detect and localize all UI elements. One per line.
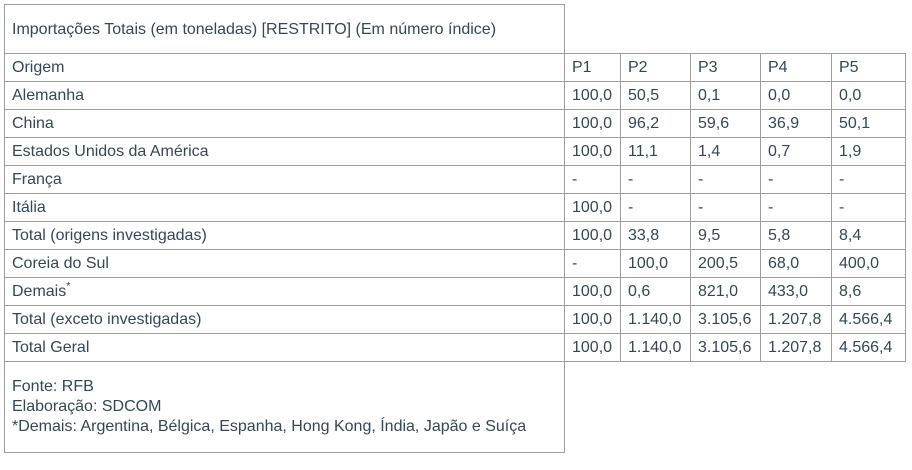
value-cell: - xyxy=(690,193,761,222)
value-cell: - xyxy=(620,193,691,222)
value-cell: 0,1 xyxy=(690,81,761,110)
footnote-asterisk: * xyxy=(66,280,71,293)
header-row: Origem P1 P2 P3 P4 P5 xyxy=(4,53,906,82)
table-row-coreia: Coreia do Sul - 100,0 200,5 68,0 400,0 xyxy=(4,249,906,278)
value-cell: 9,5 xyxy=(690,221,761,250)
value-cell: 100,0 xyxy=(564,305,621,334)
value-cell: 0,0 xyxy=(760,81,832,110)
value-cell: 0,7 xyxy=(760,137,832,166)
value-cell: - xyxy=(564,165,621,194)
table-row-total-exceto: Total (exceto investigadas) 100,0 1.140,… xyxy=(4,305,906,334)
value-cell: - xyxy=(760,193,832,222)
table-row-total-investigadas: Total (origens investigadas) 100,0 33,8 … xyxy=(4,221,906,250)
row-label-cell: Alemanha xyxy=(4,81,565,110)
value-cell: 4.566,4 xyxy=(831,333,906,362)
column-header-p5: P5 xyxy=(831,53,906,82)
value-cell: 100,0 xyxy=(564,333,621,362)
row-label-cell: Itália xyxy=(4,193,565,222)
value-cell: 100,0 xyxy=(564,277,621,306)
value-cell: 100,0 xyxy=(564,193,621,222)
value-cell: 50,1 xyxy=(831,109,906,138)
value-cell: 1.207,8 xyxy=(760,305,832,334)
column-header-p2: P2 xyxy=(620,53,691,82)
row-label-text: Demais xyxy=(12,283,67,300)
table-footer: Fonte: RFB Elaboração: SDCOM *Demais: Ar… xyxy=(4,361,565,453)
table-title: Importações Totais (em toneladas) [RESTR… xyxy=(4,4,565,54)
value-cell: 4.566,4 xyxy=(831,305,906,334)
table-row-total-geral: Total Geral 100,0 1.140,0 3.105,6 1.207,… xyxy=(4,333,906,362)
row-label-cell: Demais* xyxy=(4,277,565,306)
row-label-cell: Coreia do Sul xyxy=(4,249,565,278)
value-cell: 11,1 xyxy=(620,137,691,166)
value-cell: 50,5 xyxy=(620,81,691,110)
value-cell: 96,2 xyxy=(620,109,691,138)
value-cell: 433,0 xyxy=(760,277,832,306)
value-cell: 1,9 xyxy=(831,137,906,166)
value-cell: 68,0 xyxy=(760,249,832,278)
value-cell: 8,6 xyxy=(831,277,906,306)
value-cell: 200,5 xyxy=(690,249,761,278)
value-cell: 0,0 xyxy=(831,81,906,110)
value-cell: 100,0 xyxy=(564,81,621,110)
value-cell: 36,9 xyxy=(760,109,832,138)
table-row-italia: Itália 100,0 - - - - xyxy=(4,193,906,222)
footer-row: Fonte: RFB Elaboração: SDCOM *Demais: Ar… xyxy=(4,361,906,453)
row-label-cell: Total (origens investigadas) xyxy=(4,221,565,250)
column-header-p1: P1 xyxy=(564,53,621,82)
column-header-p3: P3 xyxy=(690,53,761,82)
column-header-p4: P4 xyxy=(760,53,832,82)
source-note: Fonte: RFB xyxy=(12,378,94,395)
value-cell: 100,0 xyxy=(620,249,691,278)
value-cell: 33,8 xyxy=(620,221,691,250)
table-row-alemanha: Alemanha 100,0 50,5 0,1 0,0 0,0 xyxy=(4,81,906,110)
table-row-franca: França - - - - - xyxy=(4,165,906,194)
value-cell: - xyxy=(760,165,832,194)
elaboration-note: Elaboração: SDCOM xyxy=(12,398,162,415)
value-cell: - xyxy=(831,193,906,222)
row-label-cell: França xyxy=(4,165,565,194)
row-label-cell: Total Geral xyxy=(4,333,565,362)
value-cell: - xyxy=(564,249,621,278)
table-row-demais: Demais* 100,0 0,6 821,0 433,0 8,6 xyxy=(4,277,906,306)
row-label-cell: Estados Unidos da América xyxy=(4,137,565,166)
value-cell: 100,0 xyxy=(564,221,621,250)
column-header-origem: Origem xyxy=(4,53,565,82)
value-cell: 59,6 xyxy=(690,109,761,138)
value-cell: 1,4 xyxy=(690,137,761,166)
value-cell: - xyxy=(831,165,906,194)
value-cell: 1.207,8 xyxy=(760,333,832,362)
value-cell: - xyxy=(620,165,691,194)
demais-footnote: *Demais: Argentina, Bélgica, Espanha, Ho… xyxy=(12,418,527,435)
value-cell: 100,0 xyxy=(564,109,621,138)
value-cell: 3.105,6 xyxy=(690,333,761,362)
value-cell: 400,0 xyxy=(831,249,906,278)
title-row: Importações Totais (em toneladas) [RESTR… xyxy=(4,4,906,54)
value-cell: - xyxy=(690,165,761,194)
row-label-cell: Total (exceto investigadas) xyxy=(4,305,565,334)
value-cell: 1.140,0 xyxy=(620,333,691,362)
table-row-eua: Estados Unidos da América 100,0 11,1 1,4… xyxy=(4,137,906,166)
value-cell: 1.140,0 xyxy=(620,305,691,334)
value-cell: 3.105,6 xyxy=(690,305,761,334)
value-cell: 100,0 xyxy=(564,137,621,166)
row-label-cell: China xyxy=(4,109,565,138)
imports-table: Importações Totais (em toneladas) [RESTR… xyxy=(4,4,906,453)
value-cell: 8,4 xyxy=(831,221,906,250)
value-cell: 821,0 xyxy=(690,277,761,306)
value-cell: 0,6 xyxy=(620,277,691,306)
value-cell: 5,8 xyxy=(760,221,832,250)
table-row-china: China 100,0 96,2 59,6 36,9 50,1 xyxy=(4,109,906,138)
